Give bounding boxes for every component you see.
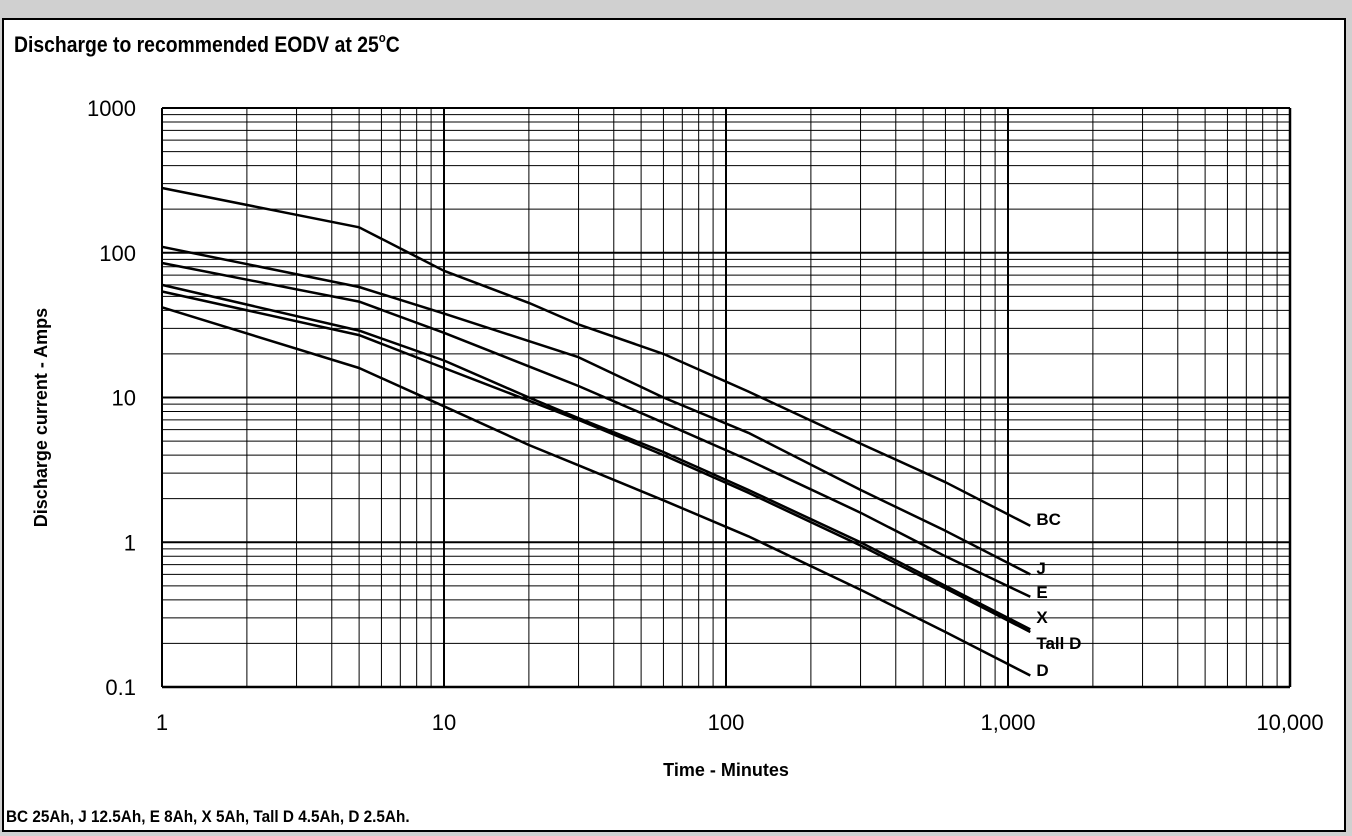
series-line-d xyxy=(161,306,1031,677)
series-label-bc: BC xyxy=(1036,510,1061,529)
series-label-tall-d: Tall D xyxy=(1036,634,1081,653)
series-line-tall-d xyxy=(161,290,1031,634)
y-tick-label: 10 xyxy=(112,386,136,411)
x-tick-label: 10 xyxy=(432,710,456,735)
series-labels: BC JEX Tall D D xyxy=(1036,510,1081,680)
chart-title: Discharge to recommended EODV at 25oC xyxy=(14,30,400,57)
capacity-footnote: BC 25Ah, J 12.5Ah, E 8Ah, X 5Ah, Tall D … xyxy=(6,807,410,826)
series-lines xyxy=(161,186,1031,677)
x-tick-label: 10,000 xyxy=(1256,710,1323,735)
series-line-j xyxy=(161,245,1031,576)
y-tick-label: 0.1 xyxy=(105,675,136,700)
grid-lines xyxy=(161,107,1290,688)
degree-symbol: o xyxy=(378,30,386,45)
y-tick-label: 1 xyxy=(124,530,136,555)
x-tick-label: 100 xyxy=(708,710,745,735)
series-line-e xyxy=(161,261,1031,598)
x-tick-label: 1 xyxy=(156,710,168,735)
y-tick-label: 100 xyxy=(99,241,136,266)
series-label-x: X xyxy=(1036,608,1048,627)
x-tick-label: 1,000 xyxy=(980,710,1035,735)
series-label-e: E xyxy=(1036,583,1047,602)
chart-frame xyxy=(2,18,1346,832)
x-axis-label: Time - Minutes xyxy=(663,760,789,780)
axes xyxy=(161,108,1292,689)
y-tick-label: 1000 xyxy=(87,96,136,121)
y-axis-label: Discharge current - Amps xyxy=(31,308,51,527)
tick-labels: 1 10 100 1,000 10,000 0.1 1 10 100 1000 xyxy=(87,96,1324,735)
series-label-d: D xyxy=(1036,661,1048,680)
series-line-x xyxy=(161,283,1031,631)
series-line-bc xyxy=(161,186,1031,527)
series-label-j: J xyxy=(1036,559,1045,578)
